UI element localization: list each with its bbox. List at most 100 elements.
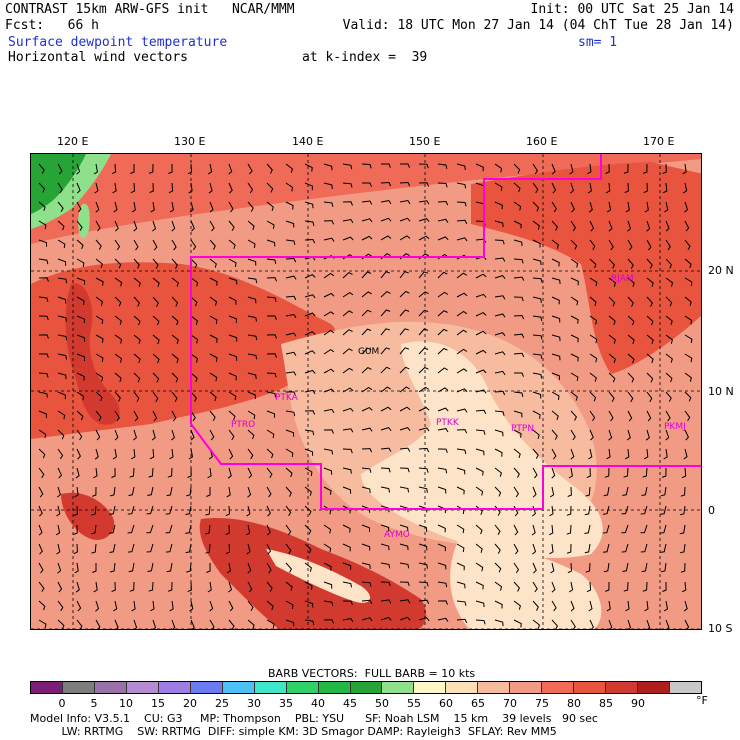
colorbar-tick-label: 35 xyxy=(279,697,293,710)
wind-barb xyxy=(39,353,49,358)
wind-barb xyxy=(418,406,430,412)
wind-barb xyxy=(342,236,354,241)
wind-barb xyxy=(323,220,335,225)
wind-barb xyxy=(228,315,237,323)
wind-barb xyxy=(361,543,371,551)
wind-barb xyxy=(456,292,468,298)
wind-barb xyxy=(570,353,579,362)
wind-barb xyxy=(38,505,43,517)
wind-barb xyxy=(681,467,687,479)
wind-barb xyxy=(456,448,467,455)
wind-barb xyxy=(570,600,575,612)
wind-barb xyxy=(304,448,314,456)
wind-barb xyxy=(323,311,335,317)
sulawesi-land xyxy=(61,492,115,540)
wind-barb xyxy=(57,581,63,593)
wind-barb xyxy=(380,486,390,493)
colorbar-swatch xyxy=(574,682,607,693)
wind-barb xyxy=(171,296,179,307)
wind-barb xyxy=(57,296,67,304)
wind-barb xyxy=(361,524,370,532)
wind-barb xyxy=(342,201,353,206)
wind-barb xyxy=(73,524,78,535)
wind-barb xyxy=(93,467,98,479)
wind-barb xyxy=(361,163,372,169)
wind-barb xyxy=(76,448,81,460)
wind-barb xyxy=(494,410,505,416)
wind-barb xyxy=(570,619,576,629)
map-canvas xyxy=(31,154,701,629)
wind-barb xyxy=(456,429,468,434)
wind-barb xyxy=(304,220,315,227)
wind-barb xyxy=(93,581,98,593)
philippines-land xyxy=(65,283,120,425)
wind-barb xyxy=(589,239,596,251)
wind-barb xyxy=(532,220,540,230)
wind-barb xyxy=(110,562,116,573)
wind-barb xyxy=(285,543,292,555)
wind-barb xyxy=(418,366,429,374)
wind-barb xyxy=(456,201,467,207)
wind-barb xyxy=(114,391,121,402)
wind-barb xyxy=(437,428,449,433)
wind-barb xyxy=(627,258,634,269)
wind-barb xyxy=(418,328,429,336)
wind-barb xyxy=(227,467,232,479)
wind-barb xyxy=(456,219,468,225)
wind-barb xyxy=(209,258,217,268)
wind-barb xyxy=(494,486,502,497)
wind-barb xyxy=(266,258,277,265)
wind-barb xyxy=(380,599,392,604)
wind-barb xyxy=(380,328,390,336)
wind-barb xyxy=(532,277,543,283)
wind-barb xyxy=(76,163,81,175)
wind-barb xyxy=(683,448,688,460)
colorbar-swatch xyxy=(222,682,255,693)
wind-barb xyxy=(399,235,411,241)
wind-barb xyxy=(133,391,140,402)
wind-barb xyxy=(342,524,351,533)
wind-barb xyxy=(152,277,160,288)
wind-barb xyxy=(627,619,632,629)
wind-barb xyxy=(681,581,687,593)
wind-barb xyxy=(228,448,234,460)
wind-barb xyxy=(247,239,256,249)
wind-barb xyxy=(57,467,62,479)
wind-barb xyxy=(266,334,278,339)
colorbar-swatch xyxy=(190,682,223,693)
wind-barb xyxy=(57,600,64,612)
wind-barb xyxy=(266,543,272,555)
wind-barb xyxy=(456,600,467,606)
wind-barb xyxy=(532,391,542,399)
wind-barb xyxy=(209,201,214,213)
wind-barb xyxy=(608,391,615,402)
wind-barb xyxy=(456,388,468,393)
wind-barb xyxy=(109,543,116,553)
wind-barb xyxy=(660,562,667,573)
wind-barb xyxy=(114,429,119,441)
wind-barb xyxy=(603,486,610,497)
wind-barb xyxy=(513,562,520,574)
wind-barb xyxy=(532,619,540,629)
wind-barb xyxy=(342,291,354,298)
forecast-hour: Fcst: 66 h xyxy=(5,18,99,33)
wind-barb xyxy=(228,372,237,381)
wind-barb xyxy=(361,467,372,473)
wind-barb xyxy=(266,410,276,418)
wind-barb xyxy=(608,619,613,629)
wind-barb xyxy=(95,220,101,232)
wind-barb xyxy=(76,220,83,231)
wind-barb xyxy=(186,562,192,573)
wind-barb xyxy=(608,334,616,344)
wind-barb xyxy=(38,315,49,321)
wind-barb xyxy=(190,220,195,232)
wind-barb xyxy=(437,524,446,533)
wind-barb xyxy=(418,291,429,298)
wind-barb xyxy=(570,410,578,421)
wind-barb xyxy=(169,201,175,213)
barb-caption: BARB VECTORS: FULL BARB = 10 kts xyxy=(268,667,476,680)
wind-barb xyxy=(38,182,46,193)
wind-barb xyxy=(475,524,483,535)
wind-barb xyxy=(209,353,218,362)
wind-barb xyxy=(91,505,97,516)
